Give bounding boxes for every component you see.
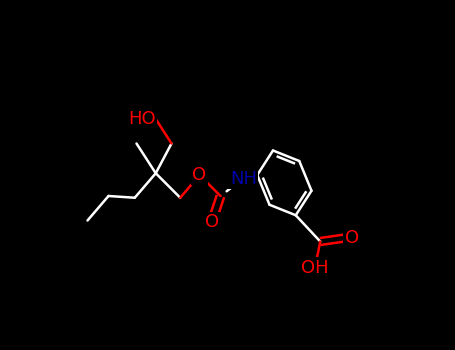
- Text: HO: HO: [128, 110, 156, 128]
- Text: O: O: [345, 229, 359, 247]
- Text: NH: NH: [230, 169, 257, 188]
- Text: O: O: [205, 213, 219, 231]
- Text: O: O: [192, 166, 207, 184]
- Text: OH: OH: [301, 259, 329, 277]
